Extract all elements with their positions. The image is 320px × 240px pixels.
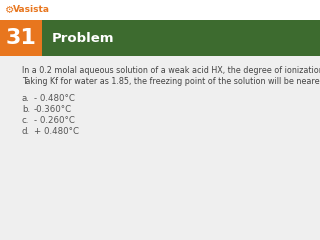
Text: 31: 31 (5, 28, 36, 48)
Text: - 0.480°C: - 0.480°C (34, 94, 75, 103)
Text: In a 0.2 molal aqueous solution of a weak acid HX, the degree of ionization is 0: In a 0.2 molal aqueous solution of a wea… (22, 66, 320, 75)
FancyBboxPatch shape (0, 0, 320, 20)
FancyBboxPatch shape (42, 20, 320, 56)
Text: - 0.260°C: - 0.260°C (34, 116, 75, 125)
Text: d.: d. (22, 127, 30, 136)
Text: b.: b. (22, 105, 30, 114)
FancyBboxPatch shape (0, 56, 320, 240)
FancyBboxPatch shape (0, 20, 42, 56)
Text: c.: c. (22, 116, 29, 125)
Text: Vasista: Vasista (13, 6, 50, 14)
Text: + 0.480°C: + 0.480°C (34, 127, 79, 136)
Text: a.: a. (22, 94, 30, 103)
Text: Problem: Problem (52, 31, 115, 44)
Text: Taking Kf for water as 1.85, the freezing point of the solution will be nearest : Taking Kf for water as 1.85, the freezin… (22, 77, 320, 86)
Text: -0.360°C: -0.360°C (34, 105, 72, 114)
Text: ⚙: ⚙ (5, 5, 14, 15)
